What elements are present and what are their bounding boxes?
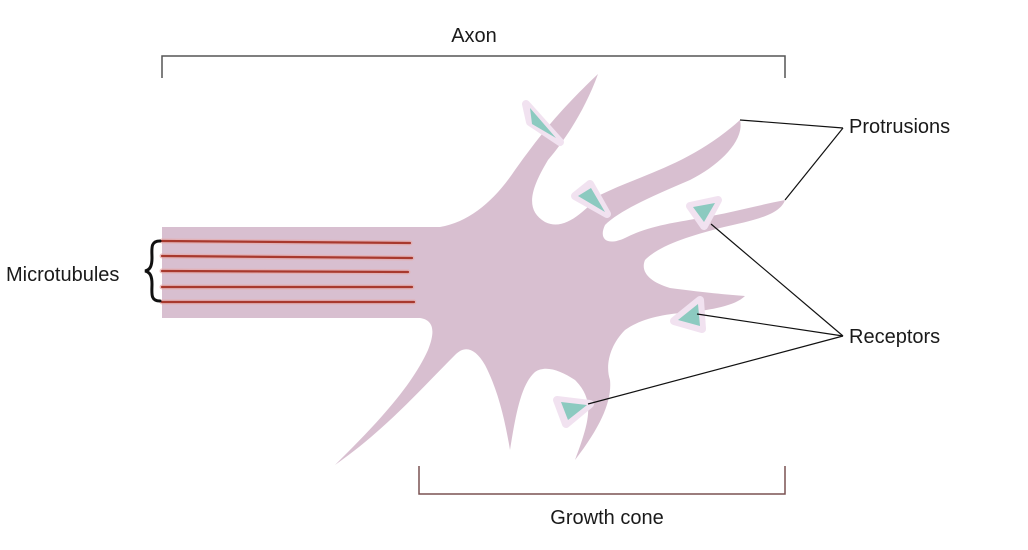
growth-cone-bracket [418, 466, 786, 495]
microtubule [159, 268, 411, 275]
triangle-receptor-icon [571, 180, 611, 218]
microtubules [159, 238, 417, 305]
curly-brace-icon [144, 239, 162, 303]
growth-cone-label: Growth cone [550, 507, 663, 529]
protrusions-leaders [739, 119, 844, 201]
triangle-receptor-icon [522, 100, 564, 146]
receptors [522, 100, 722, 428]
receptors-leaders [587, 223, 844, 405]
receptors-label: Receptors [849, 326, 940, 348]
triangle-receptor-icon [553, 396, 594, 428]
axon-bracket [161, 55, 786, 78]
axon-label: Axon [451, 25, 497, 47]
microtubule [159, 238, 413, 246]
growth-cone-body [162, 74, 785, 465]
protrusions-label: Protrusions [849, 116, 950, 138]
microtubule [159, 253, 415, 261]
triangle-receptor-icon [686, 196, 722, 230]
microtubules-label: Microtubules [6, 264, 119, 286]
